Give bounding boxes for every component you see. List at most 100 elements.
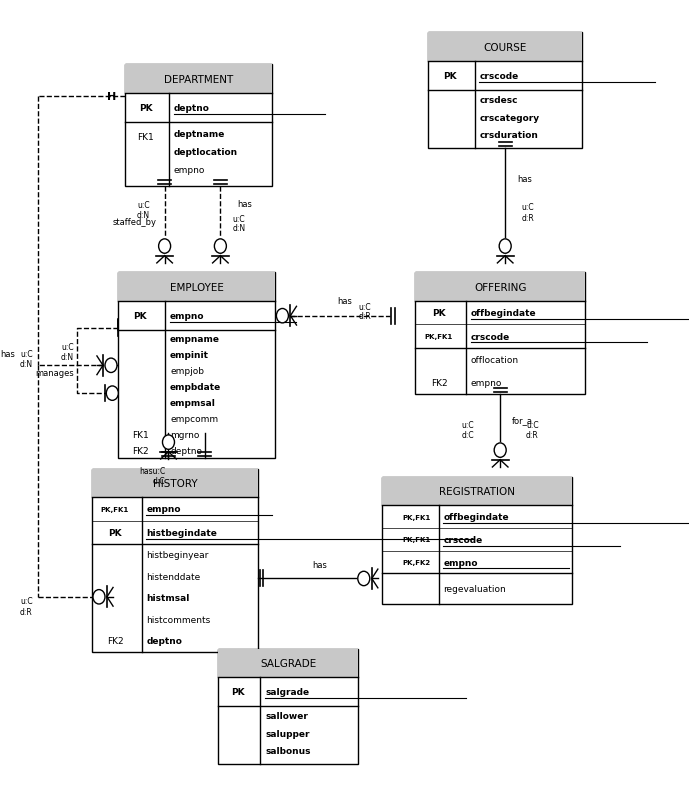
Text: d:R: d:R <box>526 431 539 439</box>
Text: d:C: d:C <box>152 476 165 485</box>
Text: d:R: d:R <box>359 312 371 321</box>
Text: PK: PK <box>231 687 245 696</box>
Circle shape <box>106 387 118 401</box>
Circle shape <box>358 572 370 586</box>
Text: u:C: u:C <box>20 597 32 606</box>
Text: sallower: sallower <box>265 711 308 720</box>
Text: empno: empno <box>444 558 478 567</box>
Text: crscode: crscode <box>444 535 483 545</box>
Text: hasu:C: hasu:C <box>139 467 165 476</box>
Text: empno: empno <box>146 504 181 514</box>
Circle shape <box>93 589 105 604</box>
Text: FK2: FK2 <box>107 637 124 646</box>
Text: PK,FK1: PK,FK1 <box>402 514 430 520</box>
Text: crsduration: crsduration <box>479 131 538 140</box>
Text: offlocation: offlocation <box>471 355 519 364</box>
Text: d:N: d:N <box>233 224 246 233</box>
Text: mgrno: mgrno <box>170 430 199 439</box>
Bar <box>125 65 272 94</box>
Text: PK,FK1: PK,FK1 <box>101 506 129 512</box>
Bar <box>428 34 582 62</box>
Circle shape <box>162 435 175 450</box>
Text: PK: PK <box>139 104 152 113</box>
Text: for_a: for_a <box>512 415 533 424</box>
Text: u:C: u:C <box>462 420 475 430</box>
Bar <box>218 649 358 678</box>
Bar <box>92 469 258 498</box>
Text: PK: PK <box>108 528 122 537</box>
Bar <box>125 65 272 187</box>
Text: PK: PK <box>432 309 446 318</box>
Text: SALGRADE: SALGRADE <box>260 658 317 668</box>
Text: u:C: u:C <box>359 302 371 311</box>
Text: crscategory: crscategory <box>479 113 540 123</box>
Text: deptno: deptno <box>170 446 202 455</box>
Text: offbegindate: offbegindate <box>471 309 536 318</box>
Text: empbdate: empbdate <box>170 382 221 391</box>
Text: deptno: deptno <box>174 104 210 113</box>
Text: d:N: d:N <box>61 353 74 362</box>
Text: offbegindate: offbegindate <box>444 512 509 521</box>
Text: PK,FK2: PK,FK2 <box>402 559 430 565</box>
Text: histenddate: histenddate <box>146 572 201 581</box>
Text: PK,FK1: PK,FK1 <box>425 334 453 340</box>
Text: regevaluation: regevaluation <box>444 585 506 593</box>
Circle shape <box>105 358 117 373</box>
Circle shape <box>499 240 511 254</box>
Text: empjob: empjob <box>170 367 204 375</box>
Text: empno: empno <box>471 379 502 387</box>
Text: empno: empno <box>170 312 204 321</box>
Bar <box>382 477 572 604</box>
Bar <box>415 273 585 395</box>
Text: PK: PK <box>133 312 147 321</box>
Text: has: has <box>518 174 532 184</box>
Text: manages: manages <box>35 369 74 378</box>
Text: HISTORY: HISTORY <box>152 478 197 488</box>
Text: empcomm: empcomm <box>170 414 218 423</box>
Bar <box>118 273 275 459</box>
Text: empinit: empinit <box>170 350 209 359</box>
Text: FK1: FK1 <box>137 132 154 141</box>
Text: has: has <box>237 200 252 209</box>
Text: histcomments: histcomments <box>146 615 210 624</box>
Text: histbeginyear: histbeginyear <box>146 550 208 559</box>
Text: deptlocation: deptlocation <box>174 148 238 156</box>
Text: d:C: d:C <box>462 431 475 439</box>
Text: u:C: u:C <box>61 342 74 351</box>
Bar <box>382 477 572 506</box>
Bar <box>428 34 582 148</box>
Text: empno: empno <box>174 166 205 175</box>
Text: d:N: d:N <box>20 360 33 369</box>
Text: has: has <box>337 297 353 306</box>
Text: crscode: crscode <box>471 332 510 341</box>
Text: OFFERING: OFFERING <box>474 282 526 293</box>
Text: salgrade: salgrade <box>265 687 309 696</box>
Text: empmsal: empmsal <box>170 398 216 407</box>
Text: histbegindate: histbegindate <box>146 528 217 537</box>
Text: PK,FK1: PK,FK1 <box>402 537 430 543</box>
Text: has: has <box>313 560 328 569</box>
Circle shape <box>215 240 226 254</box>
Text: PK: PK <box>443 72 457 81</box>
Text: salbonus: salbonus <box>265 746 310 755</box>
Text: u:C: u:C <box>526 420 538 430</box>
Text: salupper: salupper <box>265 729 310 738</box>
Text: FK1: FK1 <box>132 430 148 439</box>
Text: crscode: crscode <box>479 72 518 81</box>
Circle shape <box>159 240 170 254</box>
Text: u:C: u:C <box>233 214 245 223</box>
Text: COURSE: COURSE <box>484 43 527 53</box>
Bar <box>415 273 585 302</box>
Text: REGISTRATION: REGISTRATION <box>439 486 515 496</box>
Text: has: has <box>0 350 15 358</box>
Text: d:R: d:R <box>20 607 32 616</box>
Text: empname: empname <box>170 334 220 343</box>
Text: histmsal: histmsal <box>146 593 190 602</box>
Text: DEPARTMENT: DEPARTMENT <box>164 75 233 85</box>
Text: u:C: u:C <box>522 203 535 212</box>
Text: crsdesc: crsdesc <box>479 96 518 105</box>
Text: FK2: FK2 <box>431 379 447 387</box>
Text: u:C: u:C <box>137 200 150 209</box>
Bar <box>92 469 258 652</box>
Text: deptno: deptno <box>146 637 182 646</box>
